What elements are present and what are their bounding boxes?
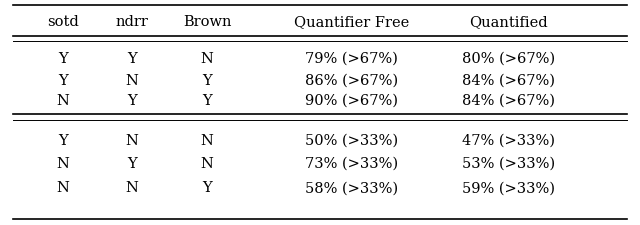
Text: N: N [201,156,214,170]
Text: 53% (>33%): 53% (>33%) [461,156,555,170]
Text: Y: Y [127,156,137,170]
Text: 84% (>67%): 84% (>67%) [461,93,555,107]
Text: N: N [56,156,69,170]
Text: Y: Y [202,93,212,107]
Text: Brown: Brown [183,15,231,29]
Text: N: N [56,93,69,107]
Text: 58% (>33%): 58% (>33%) [305,180,398,194]
Text: 47% (>33%): 47% (>33%) [461,133,555,147]
Text: N: N [56,180,69,194]
Text: Y: Y [202,74,212,88]
Text: N: N [125,180,138,194]
Text: 73% (>33%): 73% (>33%) [305,156,398,170]
Text: ndrr: ndrr [115,15,148,29]
Text: 59% (>33%): 59% (>33%) [461,180,555,194]
Text: Y: Y [58,133,68,147]
Text: sotd: sotd [47,15,79,29]
Text: Quantifier Free: Quantifier Free [294,15,409,29]
Text: 79% (>67%): 79% (>67%) [305,52,398,65]
Text: N: N [125,133,138,147]
Text: N: N [125,74,138,88]
Text: 86% (>67%): 86% (>67%) [305,74,398,88]
Text: Y: Y [127,93,137,107]
Text: N: N [201,133,214,147]
Text: 90% (>67%): 90% (>67%) [305,93,398,107]
Text: Y: Y [127,52,137,65]
Text: Y: Y [58,52,68,65]
Text: Y: Y [58,74,68,88]
Text: 80% (>67%): 80% (>67%) [461,52,555,65]
Text: Y: Y [202,180,212,194]
Text: 50% (>33%): 50% (>33%) [305,133,398,147]
Text: N: N [201,52,214,65]
Text: Quantified: Quantified [469,15,547,29]
Text: 84% (>67%): 84% (>67%) [461,74,555,88]
